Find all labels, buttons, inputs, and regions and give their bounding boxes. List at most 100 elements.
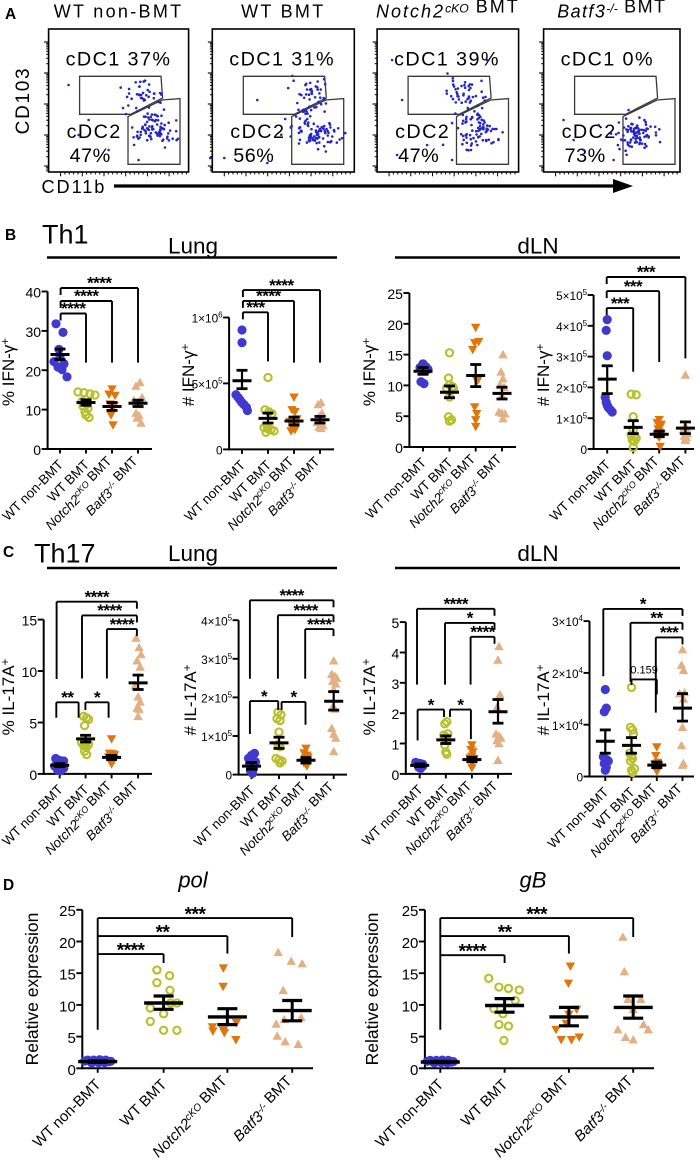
svg-text:5: 5 xyxy=(29,716,37,732)
svg-text:2×105: 2×105 xyxy=(201,691,233,706)
svg-text:% IFN-γ+: % IFN-γ+ xyxy=(360,338,379,406)
svg-text:WT BMT: WT BMT xyxy=(241,1,325,21)
svg-text:**: ** xyxy=(61,688,74,707)
svg-text:Notch2cKO BMT: Notch2cKO BMT xyxy=(376,0,520,21)
svg-text:3×105: 3×105 xyxy=(201,652,233,667)
svg-text:% IL-17A+: % IL-17A+ xyxy=(360,658,379,735)
svg-text:15: 15 xyxy=(59,967,76,984)
svg-text:# IFN-γ+: # IFN-γ+ xyxy=(534,344,553,407)
svg-text:20: 20 xyxy=(26,363,42,379)
svg-text:20: 20 xyxy=(59,935,76,952)
svg-text:% IFN-γ+: % IFN-γ+ xyxy=(0,338,18,406)
svg-text:# IL-17A+: # IL-17A+ xyxy=(534,664,553,735)
svg-text:***: *** xyxy=(526,905,548,926)
svg-text:5: 5 xyxy=(410,1030,418,1047)
svg-text:10: 10 xyxy=(22,664,38,680)
svg-text:4×105: 4×105 xyxy=(201,613,233,628)
svg-text:***: *** xyxy=(246,298,265,317)
svg-text:0: 0 xyxy=(33,442,41,458)
svg-text:2×104: 2×104 xyxy=(552,666,584,681)
svg-text:0: 0 xyxy=(410,1062,418,1079)
svg-text:cDC1 0%: cDC1 0% xyxy=(561,48,654,70)
svg-text:4×105: 4×105 xyxy=(556,319,588,334)
svg-text:**: ** xyxy=(650,609,663,628)
svg-text:20: 20 xyxy=(387,317,403,333)
svg-text:47%: 47% xyxy=(70,145,111,167)
svg-text:CD103: CD103 xyxy=(13,67,34,135)
svg-text:25: 25 xyxy=(387,286,403,302)
svg-text:0: 0 xyxy=(226,769,233,783)
svg-text:****: **** xyxy=(307,615,332,634)
svg-text:2: 2 xyxy=(392,706,400,722)
svg-text:5×105: 5×105 xyxy=(192,377,224,392)
svg-text:*: * xyxy=(467,609,474,628)
svg-text:3: 3 xyxy=(392,676,400,692)
svg-text:0: 0 xyxy=(216,444,223,458)
svg-text:****: **** xyxy=(74,287,99,306)
svg-text:****: **** xyxy=(444,595,469,614)
svg-text:0.159: 0.159 xyxy=(630,664,658,676)
svg-text:30: 30 xyxy=(26,324,42,340)
svg-text:****: **** xyxy=(61,299,86,318)
svg-text:0: 0 xyxy=(67,1062,75,1079)
svg-text:3×105: 3×105 xyxy=(556,350,588,365)
svg-text:****: **** xyxy=(459,942,488,963)
svg-text:3×104: 3×104 xyxy=(552,614,584,629)
svg-text:****: **** xyxy=(87,274,112,293)
svg-text:cDC2: cDC2 xyxy=(562,121,617,143)
svg-text:0: 0 xyxy=(392,767,400,783)
svg-text:****: **** xyxy=(117,941,146,962)
svg-text:Lung: Lung xyxy=(168,541,218,566)
svg-text:Th1: Th1 xyxy=(42,220,89,250)
svg-text:dLN: dLN xyxy=(517,541,558,566)
svg-text:40: 40 xyxy=(26,285,42,301)
svg-text:15: 15 xyxy=(22,613,38,629)
svg-text:****: **** xyxy=(269,276,294,295)
svg-text:*: * xyxy=(291,688,298,707)
svg-text:**: ** xyxy=(156,923,171,944)
svg-text:*: * xyxy=(261,687,268,706)
svg-text:cDC2: cDC2 xyxy=(230,121,285,143)
svg-text:CD11b: CD11b xyxy=(42,177,107,197)
svg-text:% IL-17A+: % IL-17A+ xyxy=(0,658,18,735)
svg-text:A: A xyxy=(5,6,16,23)
svg-text:1×106: 1×106 xyxy=(192,311,224,326)
svg-text:*: * xyxy=(94,688,101,707)
svg-text:****: **** xyxy=(110,615,135,634)
svg-text:WT non-BMT: WT non-BMT xyxy=(54,1,184,21)
svg-text:10: 10 xyxy=(59,998,76,1015)
svg-text:25: 25 xyxy=(402,903,419,920)
svg-text:***: *** xyxy=(660,623,679,642)
svg-text:25: 25 xyxy=(59,903,76,920)
svg-text:*: * xyxy=(428,695,435,714)
svg-text:0: 0 xyxy=(576,771,583,785)
svg-text:*: * xyxy=(457,695,464,714)
svg-text:Relative expression: Relative expression xyxy=(22,913,42,1066)
svg-text:10: 10 xyxy=(402,998,419,1015)
svg-text:*: * xyxy=(640,595,647,614)
svg-text:***: *** xyxy=(637,263,656,282)
svg-text:1×104: 1×104 xyxy=(552,718,584,733)
svg-text:gB: gB xyxy=(520,868,547,893)
svg-text:****: **** xyxy=(279,586,304,605)
svg-text:4: 4 xyxy=(392,646,400,662)
svg-text:***: *** xyxy=(624,277,643,296)
svg-text:1: 1 xyxy=(392,737,400,753)
svg-text:5: 5 xyxy=(392,615,400,631)
svg-text:# IL-17A+: # IL-17A+ xyxy=(181,664,200,735)
svg-text:D: D xyxy=(3,877,14,894)
svg-text:Batf3-/- BMT: Batf3-/- BMT xyxy=(557,0,666,21)
svg-text:1×105: 1×105 xyxy=(201,729,233,744)
svg-text:73%: 73% xyxy=(565,145,606,167)
svg-text:47%: 47% xyxy=(398,145,439,167)
svg-text:15: 15 xyxy=(402,967,419,984)
svg-text:20: 20 xyxy=(402,935,419,952)
svg-text:cDC1 37%: cDC1 37% xyxy=(66,48,172,70)
svg-text:5: 5 xyxy=(395,409,403,425)
svg-text:cDC1 39%: cDC1 39% xyxy=(394,48,500,70)
svg-text:pol: pol xyxy=(177,868,208,893)
svg-text:B: B xyxy=(5,227,16,244)
svg-text:5×105: 5×105 xyxy=(556,288,588,303)
svg-text:C: C xyxy=(3,544,14,561)
svg-text:0: 0 xyxy=(395,440,403,456)
